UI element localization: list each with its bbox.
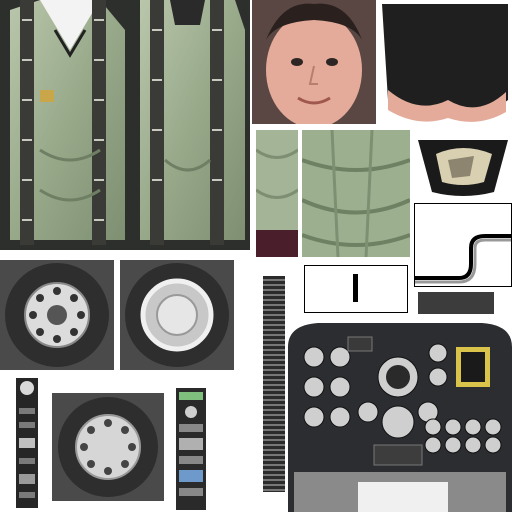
gauge-icon xyxy=(19,381,35,498)
cockpit-panel xyxy=(288,317,512,512)
canopy-icon xyxy=(418,140,508,196)
pilot-face xyxy=(252,0,376,124)
suit-sleeve xyxy=(256,130,298,257)
canopy-glare xyxy=(414,130,512,200)
face-icon xyxy=(252,0,376,124)
wheel-with-hub xyxy=(0,260,114,370)
wheel-small xyxy=(52,393,164,501)
gradient-icon xyxy=(415,234,511,284)
curve-gradient xyxy=(414,203,512,287)
instrument-strip-right xyxy=(176,388,206,510)
wheel-plain-hub xyxy=(120,260,234,370)
suit-torso-patch xyxy=(302,130,410,257)
fabric-icon xyxy=(302,130,410,257)
marker-bar xyxy=(353,274,358,302)
wheel-icon xyxy=(58,397,158,497)
marker-box xyxy=(304,265,408,313)
sleeve-icon xyxy=(256,130,298,257)
wheel-icon xyxy=(125,263,229,367)
flight-suit-front xyxy=(10,0,245,245)
ladder-strip xyxy=(263,276,285,492)
hair-icon xyxy=(378,0,512,128)
wheel-icon xyxy=(5,263,109,367)
gauge-icon xyxy=(179,392,203,496)
pilot-hair xyxy=(378,0,512,128)
cockpit-icon xyxy=(288,323,512,512)
flight-suit-sheet xyxy=(0,0,250,250)
instrument-strip-left xyxy=(16,378,38,508)
dark-strip xyxy=(418,292,494,314)
